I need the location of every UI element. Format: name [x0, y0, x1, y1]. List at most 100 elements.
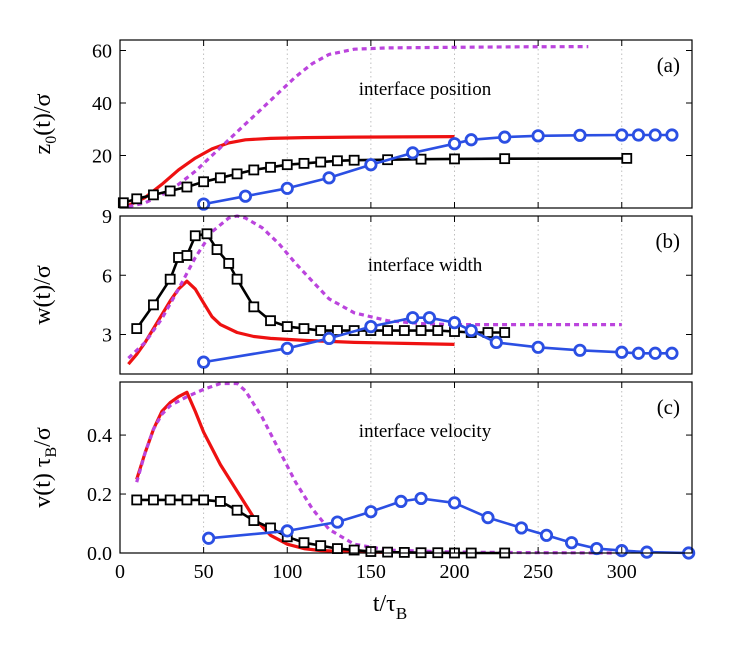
panel-c-point-blue-circles — [514, 521, 529, 535]
x-tick-label: 0 — [115, 561, 125, 583]
panel-a-point-black-squares — [181, 181, 193, 193]
panel-b-point-black-squares — [315, 325, 327, 336]
panel-b-point-blue-circles — [648, 346, 662, 360]
panel-c-ylabel-main: v(t) τ — [30, 457, 56, 508]
panel-a-point-black-squares — [332, 155, 343, 167]
panel-a-point-blue-circles — [498, 130, 512, 144]
panel-b-point-black-squares — [164, 273, 176, 285]
panel-b-point-blue-circles — [280, 341, 294, 355]
panel-b-point-blue-circles — [615, 345, 629, 359]
x-tick-label: 300 — [607, 561, 637, 583]
panel-b-point-black-squares — [201, 228, 213, 240]
panel-a-point-black-squares — [164, 185, 176, 197]
panel-c: 0.0 0.2 0.4 interface velocity (c) v(t) τB… — [30, 381, 696, 565]
panel-b-point-blue-circles — [322, 331, 336, 346]
panel-b-point-blue-circles — [464, 323, 478, 338]
panel-a-ylabel-sub: 0 — [43, 136, 60, 144]
panel-b-point-blue-circles — [422, 311, 437, 325]
panel-c-point-black-squares — [181, 494, 193, 506]
panel-c-point-blue-circles — [364, 505, 378, 519]
panel-a-point-black-squares — [315, 156, 327, 168]
panel-a-point-blue-circles — [322, 171, 336, 185]
panel-a-ylabel: z0(t)/σ — [30, 93, 60, 154]
panel-a-point-blue-circles — [531, 129, 545, 143]
panel-a-point-black-squares — [281, 159, 293, 171]
panel-c-point-black-squares — [332, 543, 343, 554]
panel-c-annotation: interface velocity — [359, 421, 492, 442]
panel-b-point-black-squares — [148, 299, 159, 311]
panel-a-frame — [119, 39, 693, 209]
panel-a-point-black-squares — [231, 168, 243, 180]
panel-c-point-black-squares — [164, 494, 176, 506]
panel-a-point-blue-circles — [615, 128, 629, 142]
x-tick-label: 200 — [440, 561, 470, 583]
panel-a-point-black-squares — [117, 197, 129, 209]
panel-b-tag: (b) — [656, 229, 681, 253]
panel-c-point-black-squares — [214, 496, 226, 507]
panel-c-point-blue-circles — [202, 531, 216, 545]
x-tick-label: 250 — [523, 561, 553, 583]
panel-b-point-blue-circles — [665, 346, 679, 360]
panel-c-point-blue-circles — [564, 536, 579, 550]
panel-c-ylabel-rest: /σ — [30, 427, 56, 447]
panel-c-point-black-squares — [148, 494, 159, 506]
panel-a-point-blue-circles — [464, 133, 478, 147]
panel-c-point-black-squares — [348, 544, 360, 556]
panel-b-ylabel: w(t)/σ — [30, 265, 56, 325]
panel-c-ylabel: v(t) τB/σ — [30, 427, 60, 508]
panel-b-point-blue-circles — [406, 311, 420, 325]
panel-a-point-black-squares — [148, 189, 159, 201]
panel-a-point-blue-circles — [665, 128, 679, 142]
panel-a-point-black-squares — [214, 172, 226, 184]
panel-c-ytick-label: 0.2 — [87, 484, 112, 506]
panel-b-point-black-squares — [415, 325, 427, 336]
panel-b-point-black-squares — [298, 323, 310, 334]
panel-b-point-black-squares — [223, 257, 235, 269]
panel-b-point-black-squares — [398, 325, 410, 336]
panel-b-point-black-squares — [231, 273, 243, 285]
panel-c-point-black-squares — [231, 504, 243, 516]
panel-b-ytick-label: 3 — [102, 325, 112, 347]
panel-b-point-black-squares — [281, 321, 293, 333]
panel-b-point-blue-circles — [364, 319, 378, 334]
panel-c-series-red — [135, 390, 388, 554]
panel-b-ylabel-main: w(t)/σ — [30, 265, 56, 325]
panel-c-point-blue-circles — [447, 496, 462, 510]
panel-a-ytick-label: 20 — [92, 146, 112, 168]
panel-b-point-black-squares — [211, 244, 223, 255]
panel-a-annotation: interface position — [359, 79, 492, 100]
panel-a-point-black-squares — [348, 154, 360, 166]
panel-c-point-blue-circles — [280, 524, 294, 538]
panel-c-tag: (c) — [657, 395, 680, 419]
x-axis-label-sub: B — [396, 604, 407, 623]
panel-b-point-black-squares — [248, 301, 260, 313]
panel-b-point-black-squares — [181, 250, 193, 261]
panel-c-series-blue-circles — [208, 497, 689, 555]
panel-c-point-black-squares — [298, 537, 310, 549]
panel-a-tag: (a) — [657, 53, 680, 77]
panel-a-point-blue-circles — [238, 189, 253, 203]
panel-a-point-black-squares — [131, 193, 143, 205]
panel-c-ylabel-sub: B — [43, 447, 60, 458]
panel-b-point-black-squares — [382, 325, 394, 336]
panel-c-ytick-label: 0.4 — [87, 425, 112, 447]
panel-c-point-blue-circles — [394, 494, 408, 509]
panel-a-point-blue-circles — [364, 158, 378, 172]
panel-a-point-black-squares — [621, 152, 633, 164]
panel-c-point-blue-circles — [539, 528, 554, 542]
panel-c-point-black-squares — [198, 494, 210, 506]
panel-b-annotation: interface width — [368, 255, 483, 276]
panel-a-ylabel-main: z — [30, 144, 56, 155]
panel-a-point-blue-circles — [648, 128, 662, 142]
panel-a-point-black-squares — [265, 161, 276, 173]
panel-c-point-blue-circles — [481, 511, 495, 525]
panel-b-point-blue-circles — [197, 355, 211, 369]
panel-b-point-black-squares — [265, 315, 276, 327]
panel-b-ytick-label: 9 — [102, 206, 112, 228]
panel-b-point-blue-circles — [573, 343, 587, 357]
panel-b-point-blue-circles — [447, 316, 462, 330]
panel-a-point-black-squares — [449, 153, 460, 165]
panel-a-ytick-label: 60 — [92, 41, 112, 63]
panel-b-ytick-label: 6 — [102, 265, 112, 287]
